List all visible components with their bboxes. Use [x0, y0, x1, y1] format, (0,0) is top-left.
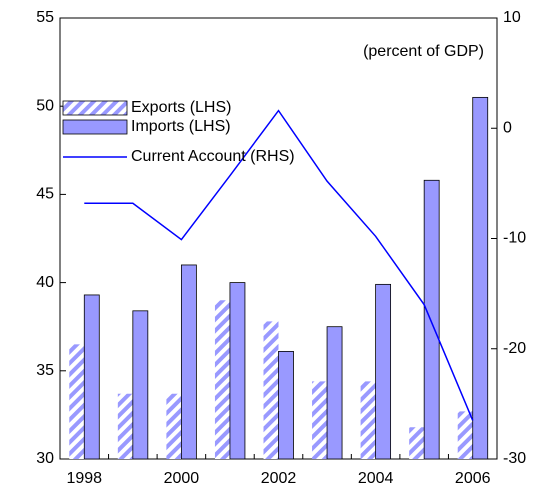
bar: [423, 179, 440, 460]
bar: [214, 300, 230, 459]
bar: [326, 326, 343, 460]
y2-tick-label: 10: [503, 9, 521, 26]
bar: [132, 310, 149, 460]
x-tick-label: 1998: [66, 470, 102, 487]
x-tick-label: 2002: [261, 470, 297, 487]
legend-swatch: [62, 100, 128, 116]
bar: [457, 411, 473, 459]
annotation: (percent of GDP): [363, 43, 484, 60]
y2-tick-label: 0: [503, 119, 512, 136]
y2-tick-label: -10: [503, 230, 526, 247]
bar: [263, 321, 279, 459]
x-tick-label: 2000: [164, 470, 200, 487]
bar: [117, 393, 133, 459]
bar: [83, 294, 100, 460]
bar: [166, 393, 182, 459]
bar: [180, 264, 197, 460]
y2-tick-label: -20: [503, 340, 526, 357]
legend-label: Exports (LHS): [131, 99, 231, 116]
y-tick-label: 55: [36, 9, 54, 26]
x-tick-label: 2006: [455, 470, 491, 487]
x-tick-label: 2004: [358, 470, 394, 487]
y-tick-label: 35: [36, 362, 54, 379]
y2-tick-label: -30: [503, 450, 526, 467]
bar: [229, 282, 246, 460]
bar: [312, 381, 328, 459]
bar: [472, 96, 489, 460]
legend-label: Current Account (RHS): [131, 148, 295, 165]
bar: [409, 427, 425, 459]
bar: [375, 283, 392, 460]
y-tick-label: 45: [36, 186, 54, 203]
y-tick-label: 30: [36, 450, 54, 467]
line: [84, 109, 474, 421]
y-tick-label: 40: [36, 274, 54, 291]
bar: [278, 350, 294, 460]
legend-label: Imports (LHS): [131, 118, 231, 135]
y-tick-label: 50: [36, 97, 54, 114]
bar: [69, 344, 85, 459]
legend-swatch: [62, 119, 128, 135]
bar: [360, 381, 376, 459]
